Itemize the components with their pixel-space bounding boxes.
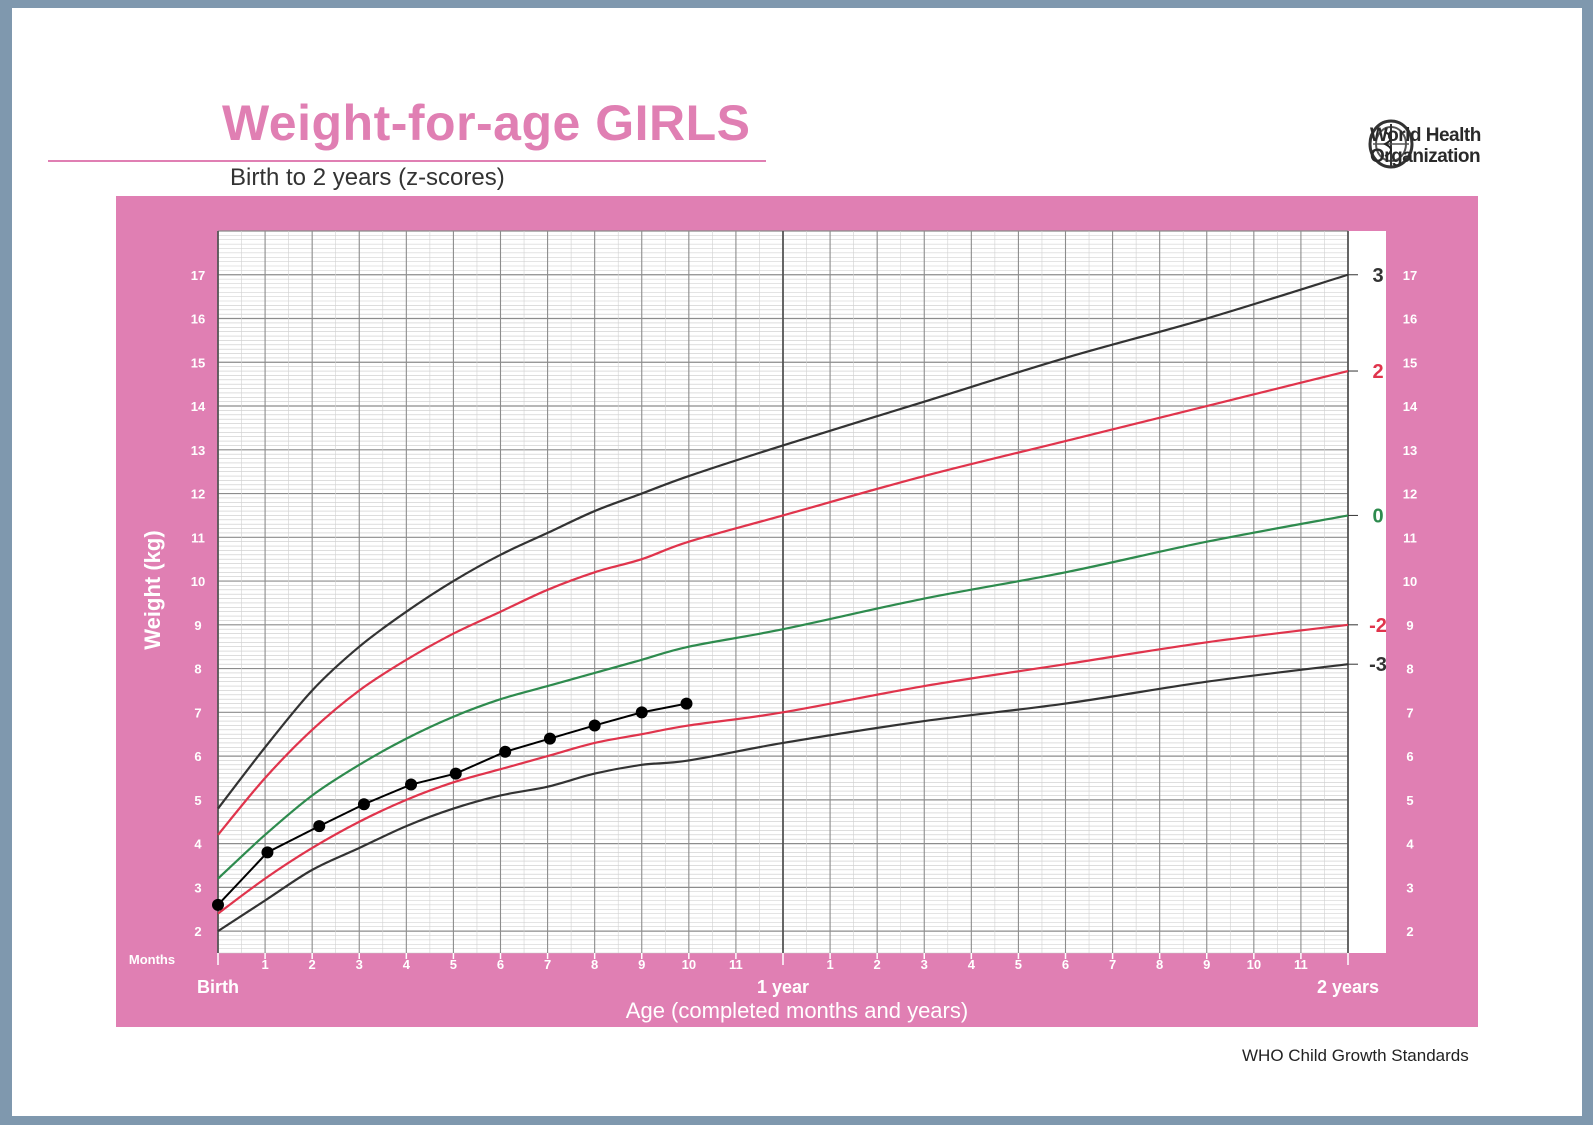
- y-tick-label-right: 3: [1406, 880, 1413, 895]
- child-weight-point: [449, 767, 462, 780]
- x-tick-label: 2: [874, 957, 881, 972]
- x-tick-label: 11: [729, 957, 743, 972]
- z-score-label: 2: [1372, 361, 1383, 383]
- y-tick-label: 17: [191, 268, 205, 283]
- y-tick-label: 7: [194, 705, 201, 720]
- child-weight-point: [588, 719, 601, 732]
- x-tick-label: 9: [1203, 957, 1210, 972]
- page-title: Weight-for-age GIRLS: [222, 95, 751, 151]
- child-weight-point: [212, 898, 224, 911]
- y-tick-label-right: 8: [1406, 662, 1413, 677]
- z-curve-2: [217, 369, 1349, 836]
- y-tick-label-right: 2: [1406, 924, 1413, 939]
- x-tick-label: 1: [261, 957, 268, 972]
- z-curve--3: [217, 663, 1349, 933]
- title-divider: [48, 160, 766, 162]
- y-tick-label: 10: [191, 574, 205, 589]
- x-unit-label: Months: [129, 952, 175, 967]
- y-tick-label: 9: [194, 618, 201, 633]
- x-tick-label: 10: [682, 957, 696, 972]
- y-tick-label: 14: [191, 399, 206, 414]
- y-tick-label-right: 10: [1403, 574, 1417, 589]
- child-weight-point: [680, 697, 693, 710]
- child-weight-point: [357, 798, 370, 811]
- x-tick-label: 6: [1062, 957, 1069, 972]
- x-tick-label: 4: [968, 957, 976, 972]
- y-tick-label-right: 17: [1403, 268, 1417, 283]
- y-tick-label-right: 16: [1403, 312, 1417, 327]
- y-tick-label: 5: [194, 793, 201, 808]
- child-weight-point: [261, 846, 274, 859]
- y-axis-title: Weight (kg): [140, 530, 165, 649]
- logo-line2: Organization: [1370, 146, 1481, 167]
- y-tick-label-right: 4: [1406, 837, 1414, 852]
- y-tick-label-right: 7: [1406, 705, 1413, 720]
- child-weight-point: [313, 820, 326, 833]
- who-emblem-icon: [1368, 119, 1414, 169]
- page-subtitle: Birth to 2 years (z-scores): [230, 164, 505, 191]
- x-tick-label: 5: [1015, 957, 1022, 972]
- y-tick-label: 12: [191, 487, 205, 502]
- z-score-label: 0: [1372, 505, 1383, 527]
- x-tick-label: 9: [638, 957, 645, 972]
- x-tick-label: 3: [921, 957, 928, 972]
- x-tick-label: 4: [403, 957, 411, 972]
- child-weight-point: [499, 745, 512, 758]
- x-tick-label: 7: [1109, 957, 1116, 972]
- y-tick-label-right: 12: [1403, 487, 1417, 502]
- y-tick-label: 2: [194, 924, 201, 939]
- y-tick-label: 6: [194, 749, 201, 764]
- who-logo-text: World Health Organization: [1370, 125, 1481, 167]
- y-tick-label-right: 5: [1406, 793, 1413, 808]
- y-tick-label: 11: [191, 530, 205, 545]
- y-tick-label: 16: [191, 312, 205, 327]
- x-tick-label: 2: [309, 957, 316, 972]
- z-curve-3: [217, 273, 1349, 810]
- y-tick-label-right: 15: [1403, 355, 1417, 370]
- y-tick-label: 3: [194, 880, 201, 895]
- z-curve-0: [217, 514, 1349, 880]
- child-weight-point: [635, 706, 648, 719]
- x-major-label: 2 years: [1317, 977, 1379, 997]
- y-tick-label-right: 11: [1403, 530, 1417, 545]
- z-curve--2: [217, 623, 1349, 915]
- y-tick-label-right: 13: [1403, 443, 1417, 458]
- y-tick-label: 13: [191, 443, 205, 458]
- z-score-label: -2: [1369, 615, 1387, 637]
- x-tick-label: 6: [497, 957, 504, 972]
- child-weight-point: [543, 732, 556, 745]
- x-tick-label: 10: [1247, 957, 1261, 972]
- y-tick-label: 4: [194, 837, 202, 852]
- footer-source: WHO Child Growth Standards: [1242, 1046, 1469, 1065]
- x-tick-label: 7: [544, 957, 551, 972]
- y-tick-label-right: 6: [1406, 749, 1413, 764]
- x-major-label: Birth: [197, 977, 239, 997]
- x-tick-label: 8: [591, 957, 598, 972]
- x-axis-title: Age (completed months and years): [626, 998, 968, 1023]
- y-tick-label-right: 14: [1403, 399, 1418, 414]
- y-tick-label: 15: [191, 355, 205, 370]
- x-tick-label: 3: [356, 957, 363, 972]
- x-tick-label: 5: [450, 957, 457, 972]
- x-tick-label: 8: [1156, 957, 1163, 972]
- z-score-label: -3: [1369, 654, 1387, 676]
- x-tick-label: 11: [1294, 957, 1308, 972]
- x-tick-label: 1: [826, 957, 833, 972]
- y-tick-label-right: 9: [1406, 618, 1413, 633]
- z-score-label: 3: [1372, 265, 1383, 287]
- x-major-label: 1 year: [757, 977, 809, 997]
- child-weight-point: [405, 778, 418, 791]
- y-tick-label: 8: [194, 662, 201, 677]
- logo-line1: World Health: [1370, 125, 1481, 146]
